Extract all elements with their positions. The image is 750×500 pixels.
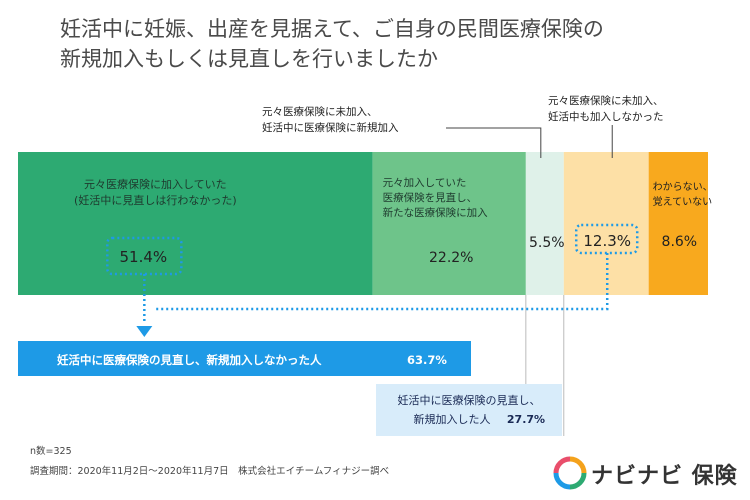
bar-4-callout-line-1: 元々医療保険に未加入、	[548, 94, 664, 107]
bar-segment-5	[648, 152, 708, 295]
highlight-box-1	[106, 236, 183, 276]
bar-segment-3	[525, 152, 564, 295]
bar-3-callout-line-1: 元々医療保険に未加入、	[262, 105, 378, 118]
summary-1-text: 妊活中に医療保険の見直し、新規加入しなかった人	[57, 353, 322, 367]
bar-3-callout-line	[446, 127, 542, 158]
bar-2-label-line-2: 医療保険を見直し、	[383, 191, 478, 204]
summary-2-text-line-2: 新規加入した人	[414, 412, 491, 426]
logo-text: ナビナビ 保険	[591, 464, 738, 489]
logo-arc-1	[569, 456, 587, 474]
connector-arrow-icon	[136, 326, 153, 337]
summary-bar-1	[18, 341, 471, 376]
summary-bar-2	[376, 384, 562, 436]
bar-segment-1	[18, 152, 373, 295]
summary-1-value: 63.7%	[407, 353, 447, 367]
bar-1-label-line-1: 元々医療保険に加入していた	[84, 177, 227, 191]
logo-arc-3	[553, 472, 571, 490]
bar-2-label-line-1: 元々加入していた	[383, 177, 467, 189]
title-line-1: 妊活中に妊娠、出産を見据えて、ご自身の民間医療保険の	[60, 17, 604, 41]
navinavi-logo: ナビナビ 保険	[553, 456, 743, 490]
bar-5-label-line-2: 覚えていない	[653, 195, 713, 208]
logo-arc-4	[553, 456, 571, 474]
bar-4-callout-line-2: 妊活中も加入しなかった	[548, 110, 664, 123]
bar-2-value-label: 22.2%	[429, 250, 473, 266]
bar-segment-4	[563, 152, 649, 295]
bar-2-label-line-3: 新たな医療保険に加入	[383, 206, 488, 219]
bar-segment-2	[372, 152, 526, 295]
highlight-box-2	[574, 223, 639, 255]
bar-3-callout-line-2: 妊活中に医療保険に新規加入	[262, 121, 399, 134]
title-line-2: 新規加入もしくは見直しを行いましたか	[60, 47, 438, 71]
chart-title: 妊活中に妊娠、出産を見据えて、ご自身の民間医療保険の 新規加入もしくは見直しを行…	[60, 14, 710, 74]
bar-5-label-line-1: わからない、	[653, 181, 713, 193]
bar-4-value-label: 12.3%	[583, 232, 631, 250]
logo-arc-2	[569, 472, 587, 490]
bar-1-value-label: 51.4%	[120, 248, 168, 266]
summary-2-text-line-1: 妊活中に医療保険の見直し、	[398, 393, 541, 407]
survey-note: 調査期間：2020年11月2日〜2020年11月7日 株式会社エイチームフィナジ…	[30, 466, 390, 477]
bar-5-value-label: 8.6%	[662, 234, 698, 250]
connector-horizontal	[154, 253, 609, 311]
sample-size: n数=325	[30, 446, 72, 457]
bar-1-label-line-2: (妊活中に見直しは行わなかった)	[74, 193, 237, 207]
summary-2-value: 27.7%	[507, 413, 545, 426]
bar-3-value-label: 5.5%	[529, 235, 565, 251]
logo-mark-icon	[553, 456, 587, 490]
